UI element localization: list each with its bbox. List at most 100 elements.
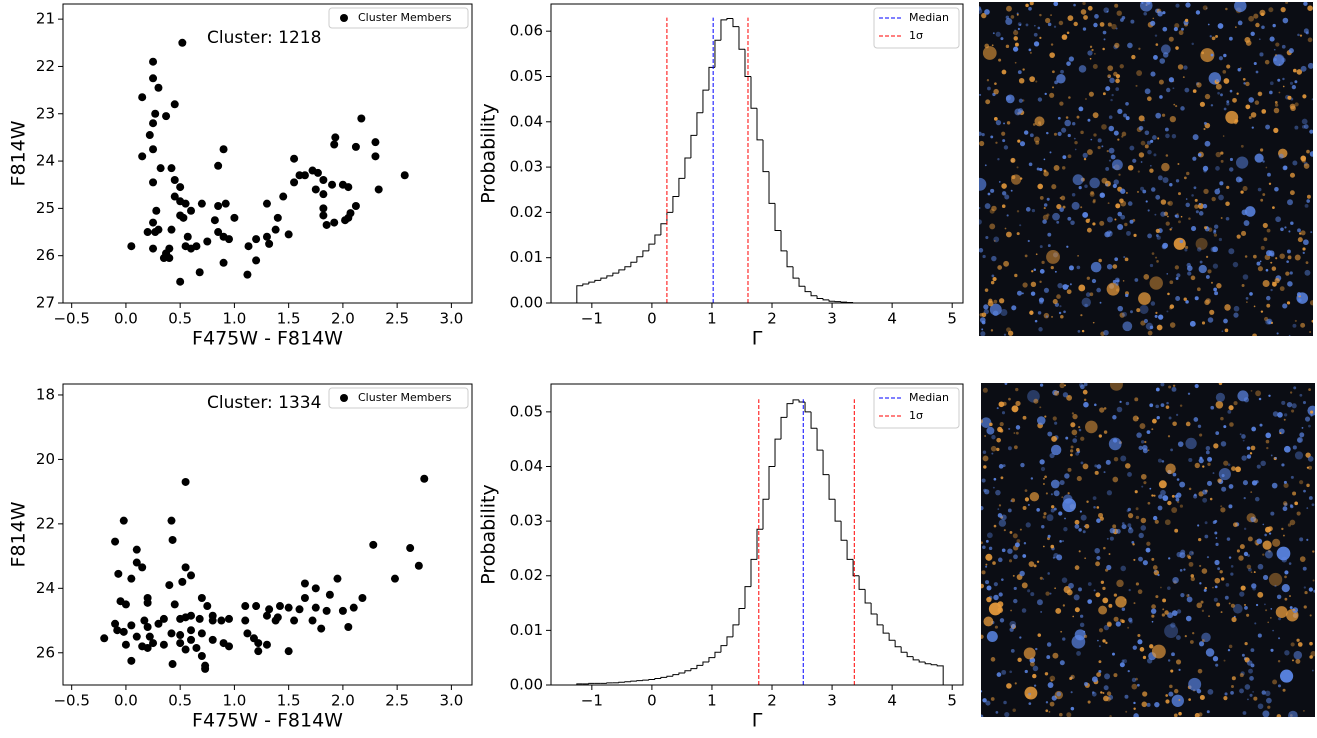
star [1148, 449, 1150, 451]
star [991, 453, 993, 455]
star [1312, 670, 1314, 672]
star [996, 711, 999, 714]
data-point [182, 478, 190, 486]
star [1149, 168, 1153, 172]
star [1171, 652, 1175, 656]
star [1199, 265, 1207, 273]
star [994, 117, 998, 121]
star [1069, 56, 1074, 61]
star [1256, 538, 1262, 544]
histogram-step [781, 417, 787, 439]
star [1160, 587, 1162, 589]
star [1158, 314, 1163, 319]
star [1147, 234, 1152, 239]
data-point [301, 171, 309, 179]
star [1212, 587, 1214, 589]
star [1283, 18, 1289, 24]
star [1083, 390, 1088, 395]
data-point [171, 600, 179, 608]
star [986, 585, 991, 590]
star [1128, 201, 1133, 206]
star [1155, 595, 1158, 598]
star [1210, 498, 1213, 501]
histogram-step [577, 286, 583, 303]
star [1211, 104, 1213, 106]
star [1255, 480, 1258, 483]
star [1187, 271, 1191, 275]
star [1153, 495, 1155, 497]
star [1243, 711, 1247, 715]
star [1020, 463, 1024, 467]
star [1117, 306, 1123, 312]
star [1125, 294, 1128, 297]
star [973, 178, 986, 191]
star [1266, 167, 1268, 169]
star [1220, 93, 1223, 96]
histogram-step [937, 665, 943, 685]
histogram-step [637, 681, 643, 682]
star [1174, 238, 1186, 250]
star [1056, 294, 1061, 299]
star [1025, 255, 1028, 258]
star [1156, 260, 1159, 263]
star [1202, 490, 1207, 495]
star [1024, 130, 1028, 134]
star [1019, 78, 1025, 84]
star [979, 506, 983, 510]
star [1125, 257, 1129, 261]
star [1087, 277, 1090, 280]
star [1014, 36, 1018, 40]
star [1151, 494, 1153, 496]
star [1131, 684, 1137, 690]
star [1226, 217, 1230, 221]
star [1137, 191, 1139, 193]
star [1200, 261, 1203, 264]
star [1213, 521, 1216, 524]
star [1087, 228, 1092, 233]
star [1146, 542, 1150, 546]
star [1128, 670, 1130, 672]
star [1178, 712, 1182, 716]
star [1074, 22, 1078, 26]
star [1287, 301, 1290, 304]
star [1291, 410, 1294, 413]
star [1116, 283, 1119, 286]
data-point [243, 629, 251, 637]
star [1203, 5, 1208, 10]
star [997, 158, 999, 160]
star [1215, 664, 1218, 667]
x-tick-label: 0.5 [168, 310, 192, 328]
star [1236, 177, 1242, 183]
star [1170, 322, 1176, 328]
star [1198, 669, 1203, 674]
star [1187, 597, 1193, 603]
star [1001, 183, 1007, 189]
star [1234, 401, 1238, 405]
histogram-step [805, 402, 811, 412]
star [1167, 202, 1170, 205]
star [1045, 591, 1049, 595]
star [1030, 1, 1034, 5]
star [1226, 583, 1230, 587]
star [1243, 274, 1249, 280]
x-tick-label: 0.5 [168, 692, 192, 710]
star [1218, 23, 1224, 29]
star [1068, 15, 1074, 21]
star [1176, 179, 1179, 182]
star [1024, 542, 1026, 544]
star [1206, 648, 1214, 656]
histogram-step [787, 251, 793, 267]
legend-marker [340, 14, 348, 22]
star [1022, 554, 1026, 558]
star [1176, 635, 1181, 640]
star [1162, 598, 1166, 602]
star [1306, 507, 1308, 509]
star [1033, 268, 1036, 271]
star [1143, 560, 1148, 565]
star [1283, 166, 1287, 170]
data-point [209, 612, 217, 620]
star [1064, 518, 1066, 520]
star [983, 46, 997, 60]
star [1266, 296, 1270, 300]
star [1099, 407, 1104, 412]
